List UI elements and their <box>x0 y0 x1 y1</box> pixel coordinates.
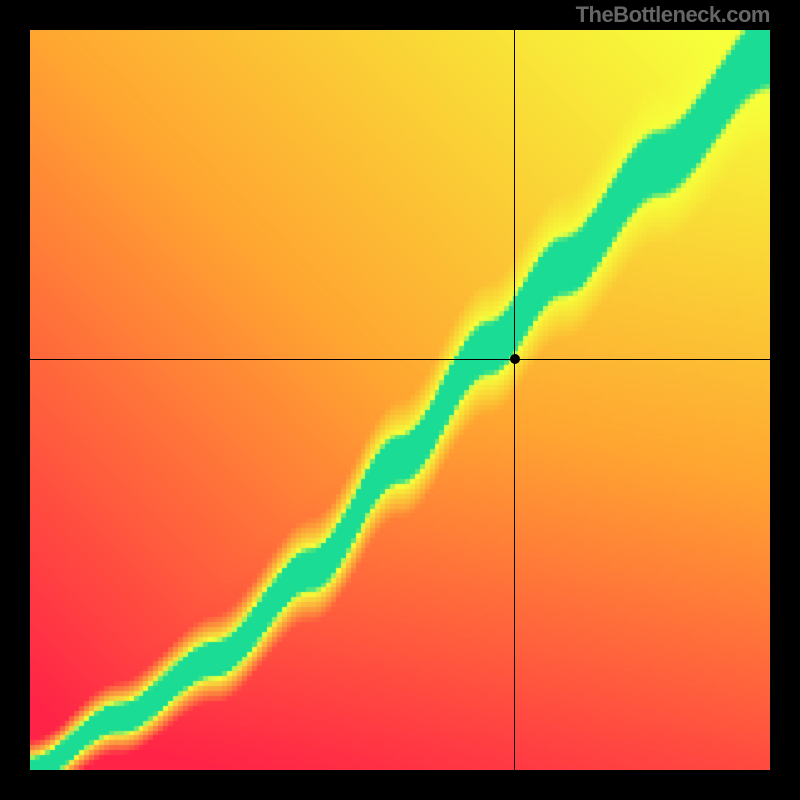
heatmap-canvas <box>30 30 770 770</box>
crosshair-horizontal <box>30 359 770 361</box>
crosshair-marker <box>510 354 520 364</box>
crosshair-vertical <box>514 30 516 770</box>
chart-root: TheBottleneck.com <box>0 0 800 800</box>
plot-area <box>30 30 770 770</box>
watermark-text: TheBottleneck.com <box>576 2 770 28</box>
